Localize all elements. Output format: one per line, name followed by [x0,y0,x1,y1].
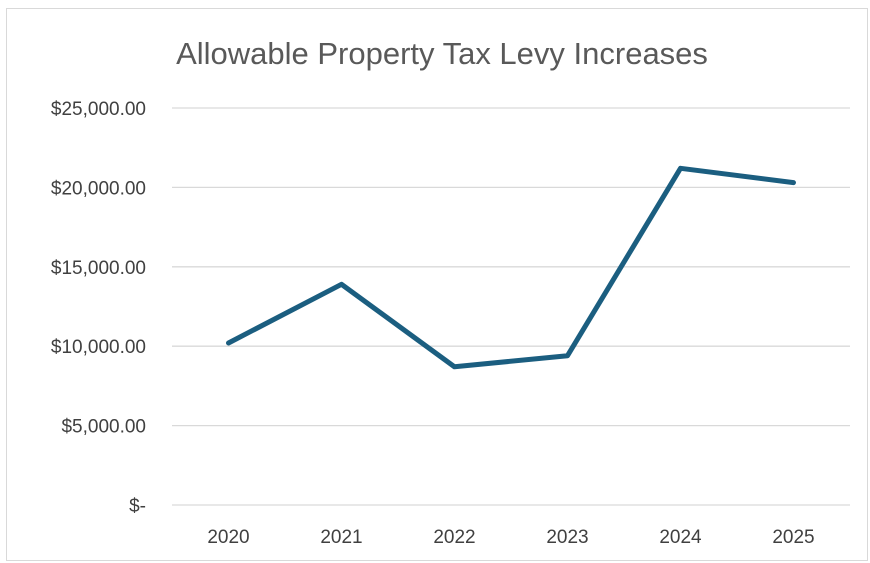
chart-title: Allowable Property Tax Levy Increases [176,36,708,71]
y-tick-label: $25,000.00 [51,99,146,120]
x-tick-label: 2025 [772,527,814,548]
y-tick-label: $10,000.00 [51,337,146,358]
x-tick-label: 2023 [546,527,588,548]
y-tick-label: $- [129,496,146,517]
y-axis-tick-labels: $- $5,000.00 $10,000.00 $15,000.00 $20,000.0… [51,99,146,517]
x-axis-tick-labels: 2020 2021 2022 2023 2024 2025 [207,527,814,548]
series-line [226,165,796,370]
gridlines [172,107,850,506]
x-tick-label: 2024 [659,527,702,548]
series-layer [226,165,796,370]
x-tick-label: 2022 [433,527,475,548]
x-tick-label: 2021 [320,527,362,548]
chart-area [6,8,868,561]
y-tick-label: $15,000.00 [51,258,146,279]
x-tick-label: 2020 [207,527,249,548]
y-tick-label: $5,000.00 [61,417,146,438]
y-tick-label: $20,000.00 [51,178,146,199]
